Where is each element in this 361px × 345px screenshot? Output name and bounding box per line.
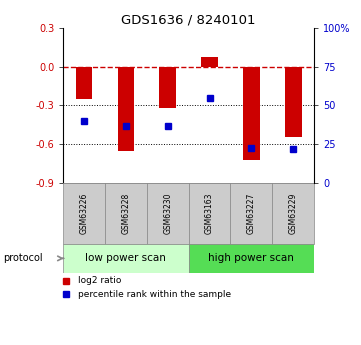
Bar xyxy=(272,183,314,244)
Text: low power scan: low power scan xyxy=(86,253,166,263)
Bar xyxy=(285,67,301,137)
Bar xyxy=(201,58,218,67)
Bar xyxy=(105,183,147,244)
Bar xyxy=(118,67,134,151)
Text: protocol: protocol xyxy=(4,253,43,263)
Bar xyxy=(243,67,260,160)
Bar xyxy=(63,183,105,244)
Title: GDS1636 / 8240101: GDS1636 / 8240101 xyxy=(121,13,256,27)
Text: percentile rank within the sample: percentile rank within the sample xyxy=(78,290,231,299)
Text: GSM63226: GSM63226 xyxy=(79,193,88,234)
Text: GSM63229: GSM63229 xyxy=(289,193,298,234)
Text: high power scan: high power scan xyxy=(208,253,294,263)
Text: GSM63163: GSM63163 xyxy=(205,193,214,234)
Bar xyxy=(159,67,176,108)
Bar xyxy=(63,244,188,273)
Text: GSM63228: GSM63228 xyxy=(121,193,130,234)
Bar xyxy=(147,183,188,244)
Text: log2 ratio: log2 ratio xyxy=(78,276,122,285)
Text: GSM63227: GSM63227 xyxy=(247,193,256,234)
Bar xyxy=(188,244,314,273)
Text: GSM63230: GSM63230 xyxy=(163,193,172,234)
Bar xyxy=(188,183,230,244)
Bar xyxy=(230,183,272,244)
Bar xyxy=(76,67,92,99)
